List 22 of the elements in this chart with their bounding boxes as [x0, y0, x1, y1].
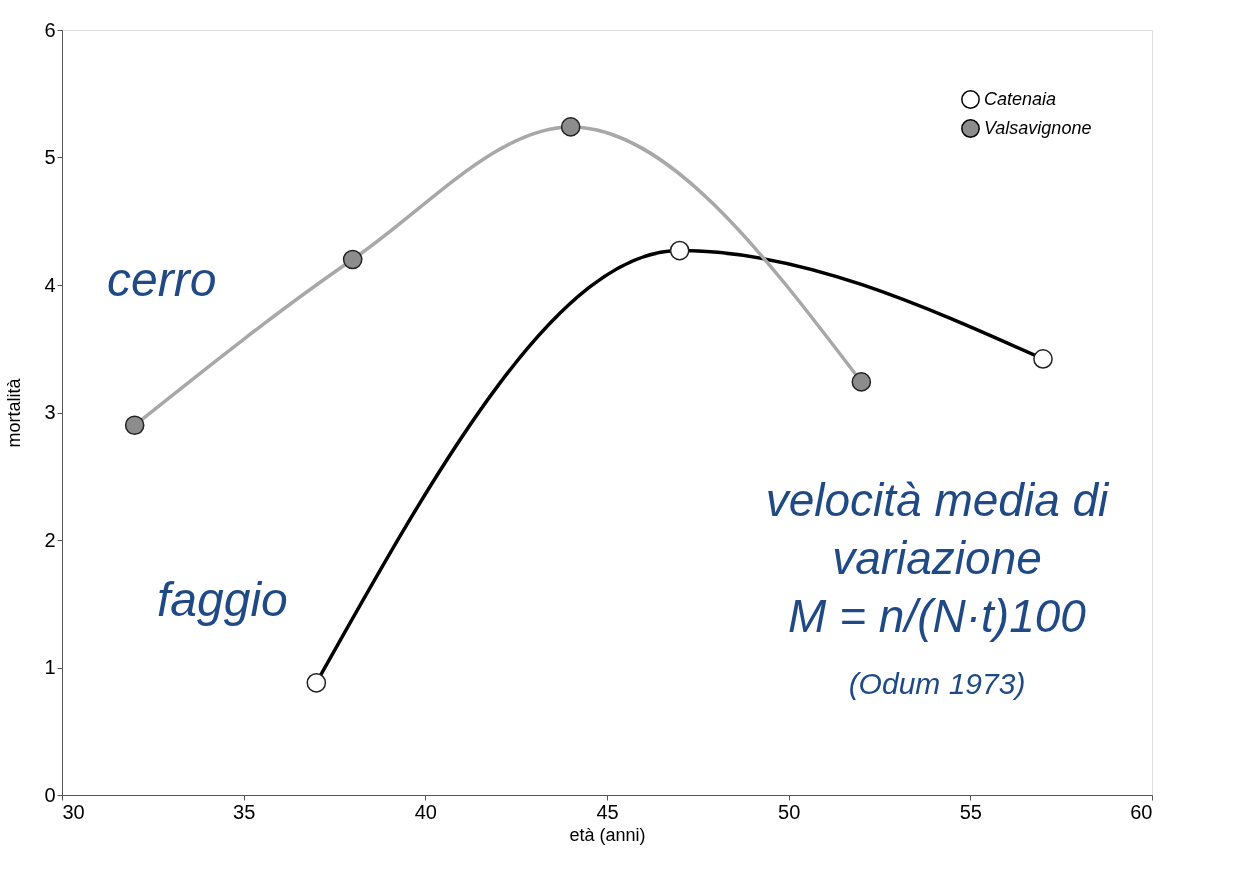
y-tick-label: 2: [44, 528, 56, 551]
y-tick-label: 6: [44, 18, 56, 41]
annotation: cerro: [107, 253, 217, 306]
x-tick-label: 30: [62, 800, 85, 823]
y-tick-label: 1: [44, 656, 56, 678]
x-tick-label: 60: [1130, 800, 1153, 823]
x-axis-title: età (anni): [569, 824, 646, 845]
x-tick-label: 55: [959, 800, 982, 823]
x-tick-label: 40: [414, 800, 437, 823]
x-tick-label: 35: [233, 800, 256, 823]
y-axis-title: mortalità: [4, 377, 25, 448]
x-tick-label: 45: [596, 800, 619, 823]
annotation: (Odum 1973): [848, 667, 1026, 700]
y-tick-label: 5: [44, 146, 56, 168]
legend-label: Valsavignone: [984, 117, 1092, 138]
x-tick-label: 50: [778, 800, 801, 823]
y-tick-label: 4: [44, 273, 56, 296]
annotation: velocità media di variazione M = n/(N·t)100: [765, 474, 1111, 642]
legend-label: Catenaia: [984, 88, 1057, 109]
y-tick-label: 3: [44, 401, 56, 423]
annotation: faggio: [157, 573, 288, 626]
y-tick-label: 0: [44, 783, 56, 806]
